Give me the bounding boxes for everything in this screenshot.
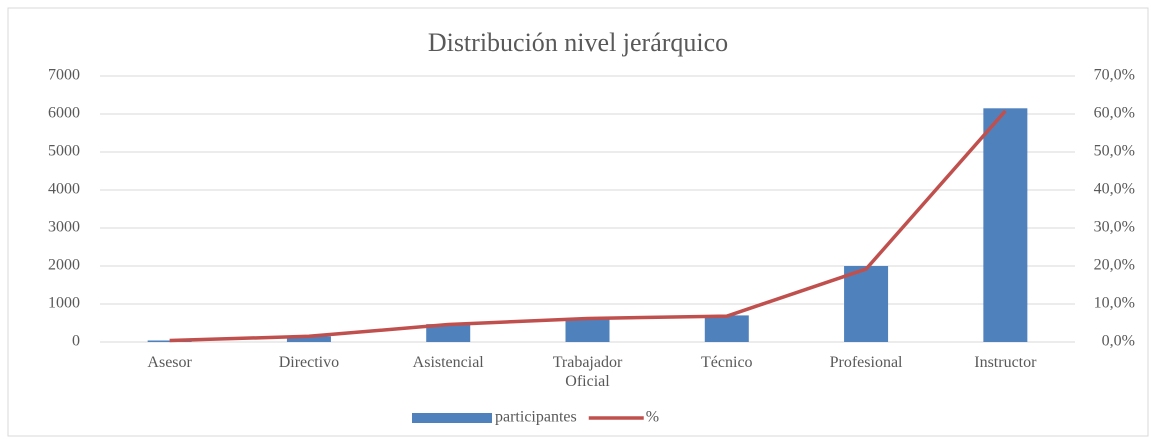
y2-tick-label: 30,0% [1094,219,1135,236]
x-tick-label: Asistencial [412,354,484,371]
y2-tick-label: 40,0% [1094,181,1135,198]
y2-tick-label: 70,0% [1094,67,1135,84]
y2-tick-label: 20,0% [1094,257,1135,274]
bar [286,336,331,342]
bar [565,318,610,342]
chart-title: Distribución nivel jerárquico [428,28,728,57]
legend-label: % [646,409,659,426]
bar [147,340,192,342]
y2-tick-label: 10,0% [1094,295,1135,312]
y-tick-label: 7000 [48,67,80,84]
legend-label: participantes [495,409,577,426]
y-tick-label: 0 [72,333,80,350]
x-tick-label: Profesional [829,354,903,371]
y-tick-label: 6000 [48,105,80,122]
y-tick-label: 3000 [48,219,80,236]
y-tick-label: 1000 [48,295,80,312]
y-tick-label: 4000 [48,181,80,198]
legend-swatch [412,413,492,423]
x-tick-label: Instructor [974,354,1037,371]
x-tick-label: Técnico [701,354,753,371]
y-tick-label: 2000 [48,257,80,274]
line [169,109,1007,343]
bar [704,315,749,342]
x-tick-label: Trabajador Oficial [552,354,623,390]
chart-border [7,7,1149,437]
x-tick-label: Directivo [278,354,340,371]
y2-tick-label: 50,0% [1094,143,1135,160]
y2-tick-label: 60,0% [1094,105,1135,122]
x-tick-label: Asesor [147,354,192,371]
bar [426,324,471,342]
y-tick-label: 5000 [48,143,80,160]
bar [983,108,1028,342]
y2-tick-label: 0,0% [1102,333,1135,350]
bar [844,266,889,342]
